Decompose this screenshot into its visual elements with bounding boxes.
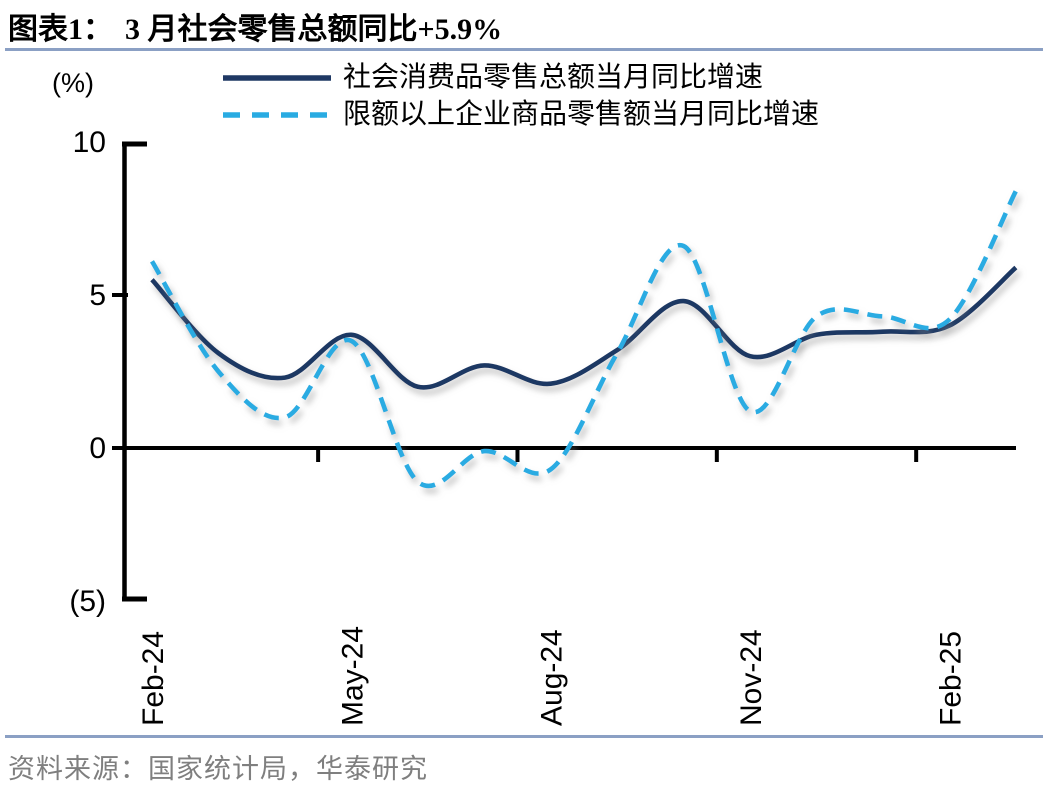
- x-axis-label: Nov-24: [735, 629, 768, 726]
- legend-item-dashed: 限额以上企业商品零售额当月同比增速: [221, 96, 819, 133]
- chart-legend: 社会消费品零售总额当月同比增速 限额以上企业商品零售额当月同比增速: [221, 59, 819, 133]
- legend-dashed-line-icon: [223, 111, 331, 118]
- legend-label-dashed: 限额以上企业商品零售额当月同比增速: [343, 98, 820, 130]
- y-axis-label: (5): [69, 585, 106, 618]
- title-divider: [5, 48, 1043, 51]
- y-axis-label: 10: [73, 126, 106, 159]
- y-axis-label: 0: [89, 432, 106, 465]
- figure-label: 图表1：: [8, 13, 113, 46]
- legend-label-solid: 社会消费品零售总额当月同比增速: [343, 61, 764, 93]
- x-axis-label: Feb-24: [137, 631, 170, 726]
- legend-item-solid: 社会消费品零售总额当月同比增速: [221, 59, 819, 96]
- plot-area: Feb-24 May-24 Aug-24 Nov-24 Feb-25 10 5 0 (5): [69, 126, 1018, 726]
- chart-header: 图表1： 3 月社会零售总额同比+5.9%: [8, 4, 502, 48]
- series-line-dashed: [150, 189, 1018, 489]
- legend-solid-line-icon: [223, 74, 331, 81]
- figure-title: 3 月社会零售总额同比+5.9%: [125, 13, 503, 46]
- x-axis-label: May-24: [336, 626, 369, 726]
- source-note: 资料来源：国家统计局，华泰研究: [8, 754, 428, 784]
- series-line-solid: [150, 265, 1018, 390]
- footer-divider: [5, 735, 1043, 738]
- axes: [112, 141, 1016, 602]
- y-axis-unit-label: (%): [52, 68, 94, 98]
- x-axis-label: Feb-25: [934, 631, 967, 726]
- x-axis-label: Aug-24: [536, 629, 569, 726]
- y-axis-label: 5: [89, 279, 106, 312]
